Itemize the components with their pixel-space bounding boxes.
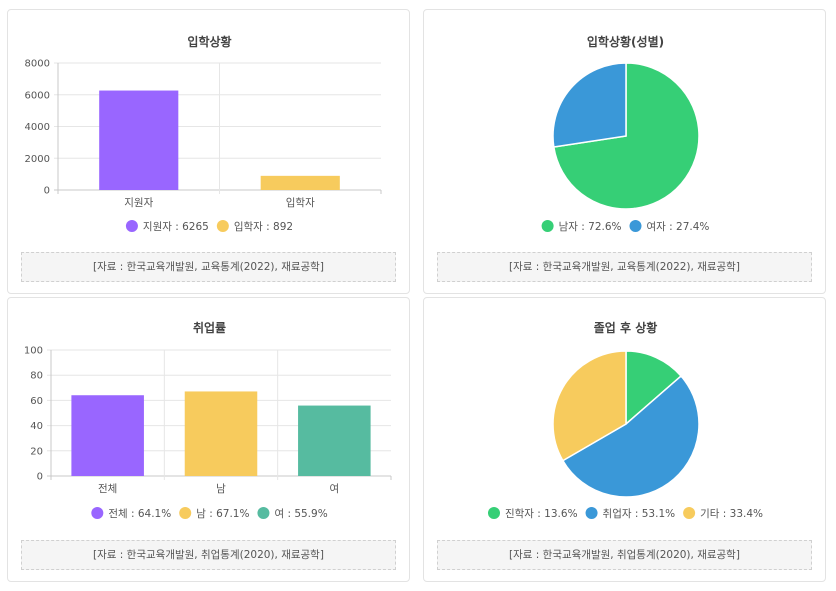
x-tick-label: 지원자 [124, 197, 153, 209]
pie-slice-기타 [552, 350, 627, 462]
bar-입학자 [260, 175, 340, 190]
source-note: [자료 : 한국교육개발원, 취업통계(2020), 재료공학] [437, 540, 812, 570]
legend: 지원자 : 6265 입학자 : 892 [125, 220, 293, 233]
source-note: [자료 : 한국교육개발원, 취업통계(2020), 재료공학] [21, 540, 396, 570]
legend-swatch [125, 220, 138, 232]
legend-swatch [257, 507, 270, 519]
admission-gender-pie-chart: 입학상황(성별) 남자 : 72.6% 여자 : 27.4% [541, 34, 710, 233]
legend-label: 남자 : 72.6% [559, 221, 622, 233]
x-tick-label: 입학자 [286, 196, 315, 209]
source-note: [자료 : 한국교육개발원, 교육통계(2022), 재료공학] [21, 252, 396, 282]
legend-item: 진학자 : 13.6% [487, 507, 578, 520]
legend-swatch [683, 507, 696, 519]
legend-item: 여 : 55.9% [257, 507, 328, 520]
y-tick-label: 6000 [25, 90, 50, 101]
chart-title: 졸업 후 상황 [594, 320, 658, 335]
y-tick-label: 4000 [25, 122, 50, 133]
legend-label: 지원자 : 6265 [143, 221, 209, 233]
legend-swatch [585, 507, 598, 519]
y-tick-label: 8000 [25, 59, 50, 70]
y-tick-label: 0 [37, 472, 43, 483]
chart-panel-admission-gender: 입학상황(성별) 남자 : 72.6% 여자 : 27.4% [자료 : 한국교육개… [423, 9, 826, 294]
y-tick-label: 0 [44, 186, 50, 197]
pie-slice-여자 [552, 62, 627, 148]
legend-label: 입학자 : 892 [234, 220, 293, 233]
x-tick-label: 남 [216, 483, 226, 495]
legend-swatch [487, 507, 500, 519]
chart-title: 입학상황 [187, 34, 231, 49]
x-tick-label: 여 [329, 483, 339, 495]
y-tick-label: 20 [30, 446, 43, 457]
legend-swatch [179, 507, 192, 519]
legend-swatch [216, 220, 229, 232]
legend: 남자 : 72.6% 여자 : 27.4% [541, 220, 710, 233]
y-tick-label: 60 [30, 396, 43, 407]
legend-label: 여자 : 27.4% [647, 221, 710, 233]
legend-label: 기타 : 33.4% [700, 508, 763, 520]
legend-label: 진학자 : 13.6% [505, 508, 578, 520]
chart-panel-after-graduation: 졸업 후 상황 진학자 : 13.6% 취업자 : 53.1% 기타 : 33.4% … [423, 297, 826, 582]
y-tick-label: 2000 [25, 154, 50, 165]
legend-item: 전체 : 64.1% [91, 507, 171, 520]
x-tick-label: 전체 [98, 483, 117, 495]
legend-swatch [629, 220, 642, 232]
legend-item: 취업자 : 53.1% [585, 507, 676, 520]
legend-item: 지원자 : 6265 [125, 220, 209, 233]
source-note: [자료 : 한국교육개발원, 교육통계(2022), 재료공학] [437, 252, 812, 282]
bar-여 [298, 405, 371, 476]
legend-item: 남자 : 72.6% [541, 220, 622, 233]
legend-label: 취업자 : 53.1% [603, 507, 676, 520]
pie-slice-취업자 [561, 374, 700, 498]
pie-slice-진학자 [625, 350, 683, 426]
legend-item: 남 : 67.1% [179, 507, 249, 520]
employment-bar-chart: 취업률 100 80 60 40 20 0 전체 남 여전체 : 64.1% 남 : 67.1% 여 … [24, 320, 392, 520]
bar-남 [184, 391, 258, 476]
bar-지원자 [99, 90, 179, 190]
bar-전체 [71, 395, 144, 476]
legend-label: 여 : 55.9% [274, 508, 327, 520]
legend-item: 입학자 : 892 [216, 220, 293, 233]
legend-label: 전체 : 64.1% [108, 508, 171, 520]
legend-item: 여자 : 27.4% [629, 220, 710, 233]
legend-item: 기타 : 33.4% [683, 507, 763, 520]
legend-label: 남 : 67.1% [196, 508, 249, 520]
legend: 진학자 : 13.6% 취업자 : 53.1% 기타 : 33.4% [487, 507, 763, 520]
legend-swatch [541, 220, 554, 232]
y-tick-label: 100 [24, 346, 43, 357]
legend-swatch [91, 507, 104, 519]
legend: 전체 : 64.1% 남 : 67.1% 여 : 55.9% [91, 507, 328, 520]
y-tick-label: 80 [30, 371, 43, 382]
y-tick-label: 40 [30, 421, 43, 432]
chart-title: 입학상황(성별) [587, 34, 664, 49]
chart-title: 취업률 [193, 320, 226, 335]
